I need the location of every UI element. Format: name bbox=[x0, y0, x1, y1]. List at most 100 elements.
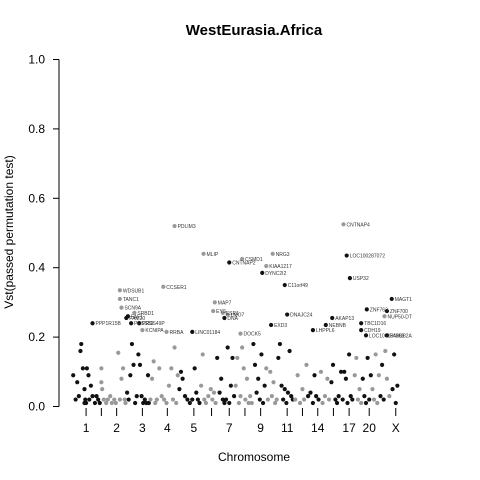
gene-label: FAM182A bbox=[390, 333, 413, 339]
data-point bbox=[182, 393, 188, 399]
gene-label: USP32 bbox=[353, 276, 369, 282]
data-point bbox=[334, 400, 340, 406]
gene-label: EYS bbox=[216, 309, 227, 315]
gene-label: PPP1R15B bbox=[96, 321, 122, 327]
data-point bbox=[223, 397, 229, 402]
data-point bbox=[350, 397, 355, 402]
labeled-data-point bbox=[310, 328, 316, 333]
data-point bbox=[295, 373, 300, 378]
data-point bbox=[240, 345, 245, 350]
gene-label: CDH19 bbox=[364, 328, 381, 334]
data-point bbox=[131, 362, 136, 367]
data-point bbox=[342, 369, 347, 374]
data-point bbox=[101, 397, 106, 402]
data-point bbox=[268, 369, 273, 374]
data-point bbox=[190, 397, 195, 402]
data-point bbox=[277, 341, 283, 347]
labeled-data-point bbox=[220, 310, 225, 315]
data-point bbox=[142, 397, 147, 402]
labeled-data-point bbox=[117, 288, 122, 293]
x-tick-label: 2 bbox=[113, 421, 120, 435]
gene-label: LOC100134868 bbox=[369, 333, 405, 339]
y-axis-title: Vst(passed permutation test) bbox=[2, 155, 16, 308]
data-point bbox=[362, 393, 367, 399]
data-point bbox=[139, 393, 144, 399]
data-point bbox=[113, 400, 118, 406]
x-tick-label: 4 bbox=[164, 421, 171, 435]
data-point bbox=[80, 366, 85, 371]
data-point bbox=[378, 393, 383, 399]
data-point bbox=[227, 400, 232, 406]
data-point bbox=[320, 400, 325, 406]
data-point bbox=[297, 400, 303, 406]
data-point bbox=[94, 393, 99, 399]
gene-label: PDLIM3 bbox=[178, 224, 196, 230]
data-point bbox=[273, 400, 278, 406]
data-point bbox=[192, 366, 197, 371]
data-point bbox=[289, 393, 294, 399]
x-tick-label: X bbox=[392, 421, 400, 435]
data-point bbox=[219, 376, 224, 381]
gene-label: LMO7 bbox=[231, 313, 245, 319]
data-point bbox=[185, 397, 190, 402]
gene-label: EXD3 bbox=[274, 323, 287, 329]
data-point bbox=[202, 397, 207, 402]
data-point bbox=[354, 355, 359, 361]
gene-label: CNTNAP2 bbox=[232, 260, 256, 266]
data-point bbox=[222, 400, 227, 406]
data-point bbox=[87, 397, 92, 402]
gene-label: C11orf49 bbox=[288, 283, 308, 289]
data-point bbox=[137, 362, 143, 367]
data-point bbox=[82, 387, 87, 392]
gene-label: KCNIPA bbox=[145, 328, 164, 334]
data-point bbox=[116, 350, 121, 355]
data-point bbox=[231, 393, 237, 399]
data-point bbox=[274, 397, 279, 402]
data-point bbox=[97, 400, 102, 406]
data-point bbox=[287, 348, 292, 354]
data-point bbox=[381, 397, 386, 402]
data-point bbox=[206, 393, 211, 399]
data-point bbox=[325, 376, 330, 381]
data-point bbox=[129, 341, 135, 347]
data-point bbox=[365, 355, 370, 361]
data-point bbox=[174, 400, 179, 406]
data-point bbox=[360, 376, 365, 381]
labeled-data-point bbox=[240, 256, 245, 262]
data-point bbox=[383, 348, 388, 354]
data-point bbox=[153, 400, 158, 406]
gene-label: FAM20 bbox=[129, 316, 145, 322]
data-point bbox=[329, 380, 334, 385]
data-point bbox=[164, 400, 169, 406]
data-point bbox=[109, 400, 114, 406]
data-point bbox=[330, 362, 336, 367]
data-point bbox=[326, 397, 332, 402]
data-point bbox=[318, 369, 324, 374]
data-point bbox=[145, 373, 151, 378]
data-point bbox=[254, 390, 259, 395]
gene-label: SCN9A bbox=[124, 306, 141, 312]
gene-label: PRSS49P bbox=[142, 321, 165, 327]
data-point bbox=[235, 355, 240, 361]
labeled-data-point bbox=[384, 308, 390, 314]
labeled-data-point bbox=[212, 300, 217, 305]
x-tick-label: 17 bbox=[342, 421, 356, 435]
data-point bbox=[71, 373, 76, 378]
x-tick-label: 7 bbox=[226, 421, 233, 435]
gene-label: NUP50-DT bbox=[388, 314, 412, 320]
data-point bbox=[177, 387, 182, 392]
labeled-data-point bbox=[363, 333, 369, 338]
gene-label: LHPPL6 bbox=[316, 328, 335, 334]
y-tick-label: 0.6 bbox=[28, 191, 45, 205]
labeled-data-point bbox=[347, 276, 353, 281]
data-point bbox=[340, 397, 345, 402]
data-point bbox=[343, 376, 348, 381]
data-point bbox=[105, 397, 110, 402]
gene-label: ZNF700 bbox=[390, 309, 408, 315]
x-tick-label: 5 bbox=[191, 421, 198, 435]
data-point bbox=[379, 362, 385, 367]
data-point bbox=[125, 390, 130, 395]
data-point bbox=[314, 393, 319, 399]
labeled-data-point bbox=[359, 328, 364, 333]
data-point bbox=[108, 393, 113, 399]
